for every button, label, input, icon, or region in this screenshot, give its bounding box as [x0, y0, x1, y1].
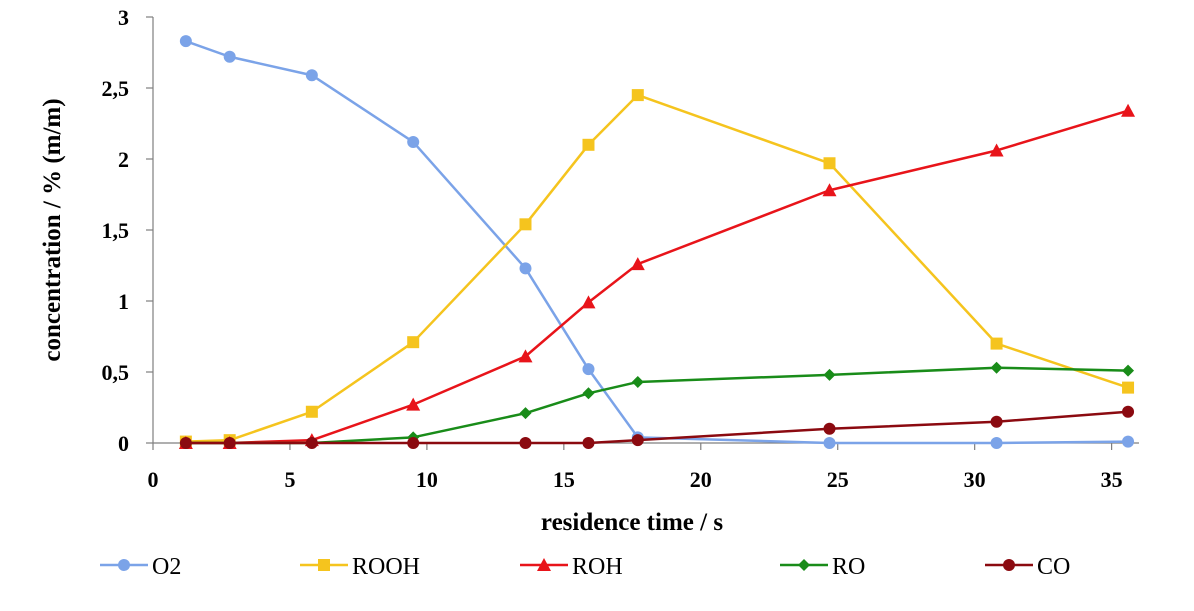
series-o2: [179, 35, 1135, 449]
axes: 00,511,522,530 5 10 15 20 25 30 35: [102, 5, 1139, 492]
data-point-ro: [1122, 364, 1135, 377]
y-tick-label: 0: [118, 431, 129, 456]
data-point-co: [305, 437, 318, 449]
x-tick-label: 5: [284, 467, 295, 492]
data-point-ro: [631, 375, 644, 388]
data-point-rooh: [631, 89, 644, 102]
legend-label-roh: ROH: [572, 554, 623, 580]
data-point-co: [823, 422, 836, 435]
legend-marker-roh: [537, 558, 551, 571]
series-layer: [178, 35, 1136, 449]
legend-item-ro: RO: [780, 554, 865, 580]
legend-label-rooh: ROOH: [352, 554, 420, 580]
data-point-o2: [179, 35, 192, 48]
data-point-co: [582, 437, 595, 449]
legend-label-o2: O2: [152, 554, 181, 580]
y-tick-label: 2: [118, 147, 129, 172]
data-point-roh: [581, 295, 596, 309]
x-tick-label: 35: [1101, 467, 1123, 492]
series-co: [179, 405, 1135, 449]
data-point-rooh: [407, 336, 420, 349]
legend-item-rooh: ROOH: [300, 554, 420, 580]
data-point-roh: [1121, 103, 1136, 117]
data-point-ro: [990, 361, 1003, 374]
legend-item-roh: ROH: [520, 554, 623, 580]
data-point-roh: [406, 397, 421, 411]
data-point-ro: [823, 368, 836, 381]
legend-item-co: CO: [985, 554, 1070, 580]
y-tick-label: 1: [118, 289, 129, 314]
data-point-o2: [223, 50, 236, 63]
data-point-co: [990, 415, 1003, 428]
data-point-co: [631, 434, 644, 447]
y-axis-title: concentration / % (m/m): [39, 98, 66, 361]
data-point-o2: [519, 262, 532, 275]
data-point-rooh: [305, 405, 318, 418]
data-point-o2: [990, 437, 1003, 449]
x-tick-label: 10: [416, 467, 438, 492]
legend-marker-rooh: [318, 559, 330, 571]
data-point-co: [1122, 405, 1135, 418]
data-point-o2: [823, 437, 836, 449]
data-point-roh: [630, 257, 645, 271]
data-point-ro: [519, 407, 532, 420]
legend-marker-o2: [118, 559, 130, 571]
y-tick-label: 3: [118, 5, 129, 30]
data-point-ro: [582, 387, 595, 400]
x-tick-label: 20: [690, 467, 712, 492]
series-roh: [178, 103, 1136, 449]
legend-item-o2: O2: [100, 554, 181, 580]
data-point-co: [223, 437, 236, 449]
data-point-roh: [518, 349, 533, 363]
data-point-roh: [822, 183, 837, 197]
data-point-rooh: [582, 138, 595, 151]
data-point-co: [407, 437, 420, 449]
series-rooh: [179, 89, 1135, 448]
data-point-co: [519, 437, 532, 449]
data-point-roh: [989, 143, 1004, 157]
data-point-o2: [1122, 435, 1135, 448]
data-point-o2: [305, 69, 318, 82]
legend-marker-co: [1003, 559, 1015, 571]
x-tick-label: 15: [553, 467, 575, 492]
legend-label-co: CO: [1037, 554, 1070, 580]
x-tick-label: 25: [827, 467, 849, 492]
x-tick-label: 0: [148, 467, 159, 492]
series-line-ro: [185, 366, 1129, 445]
data-point-co: [179, 437, 192, 449]
series-line-rooh: [185, 93, 1129, 443]
data-point-o2: [582, 363, 595, 376]
series-line-o2: [185, 39, 1129, 445]
series-line-roh: [185, 109, 1129, 445]
data-point-rooh: [1122, 381, 1135, 394]
x-tick-label: 30: [964, 467, 986, 492]
y-tick-label: 0,5: [102, 360, 130, 385]
data-point-rooh: [519, 218, 532, 231]
legend: O2 ROOH ROH RO CO: [100, 554, 1070, 580]
legend-marker-ro: [798, 559, 810, 571]
data-point-rooh: [990, 337, 1003, 350]
y-tick-label: 1,5: [102, 218, 130, 243]
series-line-co: [185, 410, 1129, 445]
data-point-o2: [407, 135, 420, 148]
legend-label-ro: RO: [832, 554, 865, 580]
data-point-rooh: [823, 157, 836, 170]
x-axis-title: residence time / s: [541, 509, 723, 536]
y-tick-label: 2,5: [102, 76, 130, 101]
